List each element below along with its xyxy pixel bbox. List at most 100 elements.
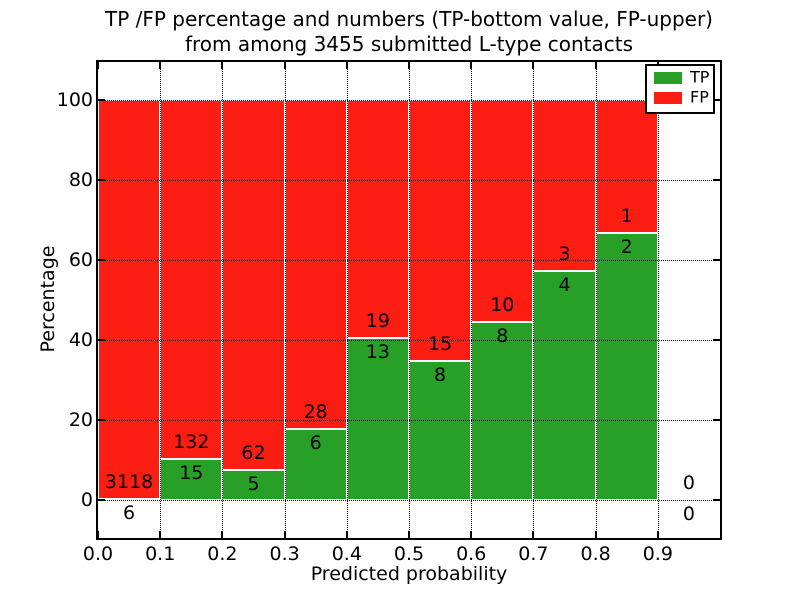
x-tick-label: 0.7 bbox=[518, 543, 549, 565]
y-tick-right bbox=[713, 259, 720, 261]
bar-label-tp: 15 bbox=[179, 462, 204, 485]
y-tick-right bbox=[713, 339, 720, 341]
y-tick-right bbox=[713, 179, 720, 181]
bar-label-fp: 132 bbox=[173, 431, 210, 454]
bar-label-tp: 13 bbox=[365, 340, 390, 363]
x-gridline bbox=[595, 62, 597, 538]
bar-label-fp: 15 bbox=[428, 332, 453, 355]
x-tick-label: 0.0 bbox=[82, 543, 114, 565]
legend-item-tp: TP bbox=[654, 67, 713, 91]
x-tick-top bbox=[159, 62, 162, 69]
bar-segment-fp bbox=[98, 100, 161, 500]
x-tick-label: 0.1 bbox=[145, 543, 176, 565]
bar-segment-fp bbox=[409, 100, 472, 361]
x-tick-top bbox=[345, 62, 348, 69]
bar-segment-fp bbox=[160, 100, 223, 460]
x-gridline bbox=[284, 62, 286, 538]
bar-segment-tp bbox=[160, 459, 223, 500]
bar-label-tp: 6 bbox=[309, 432, 322, 455]
bar-label-tp: 8 bbox=[496, 325, 509, 348]
x-tick-top bbox=[532, 62, 535, 69]
legend-swatch-tp-icon bbox=[654, 71, 682, 84]
bar-label-fp: 1 bbox=[620, 205, 633, 228]
x-tick-label: 0.5 bbox=[393, 543, 425, 565]
y-tick-label: 40 bbox=[68, 329, 93, 351]
bar-label-fp: 0 bbox=[682, 472, 695, 494]
x-tick-top bbox=[408, 62, 410, 69]
legend-label-tp: TP bbox=[690, 67, 710, 87]
x-gridline bbox=[533, 62, 535, 538]
bar-segment-tp bbox=[471, 322, 534, 500]
y-tick-label: 20 bbox=[68, 409, 93, 431]
chart-title-line1: TP /FP percentage and numbers (TP-bottom… bbox=[105, 7, 713, 31]
x-tick-label: 0.9 bbox=[642, 543, 673, 565]
x-tick-bottom bbox=[594, 531, 597, 538]
x-tick-bottom bbox=[345, 531, 348, 538]
bar-label-fp: 10 bbox=[490, 294, 515, 317]
x-gridline bbox=[346, 62, 348, 538]
y-tick-label: 60 bbox=[68, 249, 93, 271]
bar-label-tp: 0 bbox=[682, 503, 695, 525]
y-tick-left bbox=[98, 419, 105, 421]
bar-label-fp: 28 bbox=[303, 401, 328, 424]
x-gridline bbox=[471, 62, 473, 538]
x-gridline bbox=[409, 62, 410, 538]
bar-label-fp: 3118 bbox=[104, 471, 154, 494]
bar-segment-fp bbox=[595, 100, 658, 234]
x-tick-bottom bbox=[656, 531, 659, 538]
x-tick-bottom bbox=[221, 531, 224, 538]
y-tick-label: 100 bbox=[56, 89, 93, 111]
plot-area: 3118 6 132 15 62 5 28 6 19 13 15 8 10 8 3 4 1 2 0 0 bbox=[96, 60, 722, 540]
y-tick-left bbox=[98, 499, 105, 501]
x-tick-top bbox=[594, 62, 597, 69]
y-tick-left bbox=[98, 339, 105, 341]
x-tick-bottom bbox=[532, 531, 535, 538]
bar-segment-tp bbox=[533, 271, 596, 500]
bar-label-tp: 5 bbox=[247, 473, 260, 496]
x-tick-bottom bbox=[283, 531, 286, 538]
x-gridline bbox=[222, 62, 224, 538]
x-tick-bottom bbox=[470, 531, 473, 538]
x-tick-top bbox=[221, 62, 224, 69]
x-axis-title: Predicted probability bbox=[310, 563, 508, 585]
x-tick-bottom bbox=[97, 531, 99, 538]
x-tick-top bbox=[470, 62, 473, 69]
bar-segment-fp bbox=[222, 100, 285, 471]
bar-label-fp: 19 bbox=[365, 309, 390, 332]
x-tick-label: 0.3 bbox=[269, 543, 300, 565]
x-tick-top bbox=[283, 62, 286, 69]
bar-segment-fp bbox=[346, 100, 409, 338]
y-tick-left bbox=[98, 179, 105, 181]
bar-segment-tp bbox=[595, 233, 658, 500]
legend-swatch-fp-icon bbox=[654, 91, 682, 104]
chart-title-line2: from among 3455 submitted L-type contact… bbox=[184, 32, 634, 56]
bar-segment-fp bbox=[284, 100, 347, 430]
bar-segment-tp bbox=[346, 337, 409, 500]
bar-label-fp: 3 bbox=[558, 243, 571, 266]
x-tick-bottom bbox=[159, 531, 162, 538]
legend: TP FP bbox=[645, 64, 715, 114]
y-tick-right bbox=[713, 499, 720, 501]
legend-item-fp: FP bbox=[654, 87, 713, 111]
bar-label-tp: 6 bbox=[123, 502, 136, 525]
bar-segment-fp bbox=[471, 100, 534, 323]
y-tick-right bbox=[713, 419, 720, 421]
bar-label-fp: 62 bbox=[241, 442, 266, 465]
x-tick-label: 0.4 bbox=[331, 543, 362, 565]
legend-label-fp: FP bbox=[690, 87, 709, 107]
bar-label-tp: 8 bbox=[434, 363, 447, 386]
x-tick-label: 0.8 bbox=[580, 543, 611, 565]
x-tick-bottom bbox=[408, 531, 410, 538]
x-tick-top bbox=[97, 62, 99, 69]
y-tick-right bbox=[713, 99, 720, 101]
bar-label-tp: 2 bbox=[620, 236, 633, 259]
y-tick-label: 80 bbox=[68, 169, 93, 191]
y-tick-label: 0 bbox=[80, 489, 93, 511]
x-gridline bbox=[160, 62, 162, 538]
bar-segment-tp bbox=[284, 429, 347, 500]
bar-label-tp: 4 bbox=[558, 274, 571, 297]
y-tick-left bbox=[98, 99, 105, 101]
y-tick-left bbox=[98, 259, 105, 261]
chart-title: TP /FP percentage and numbers (TP-bottom… bbox=[98, 7, 720, 57]
